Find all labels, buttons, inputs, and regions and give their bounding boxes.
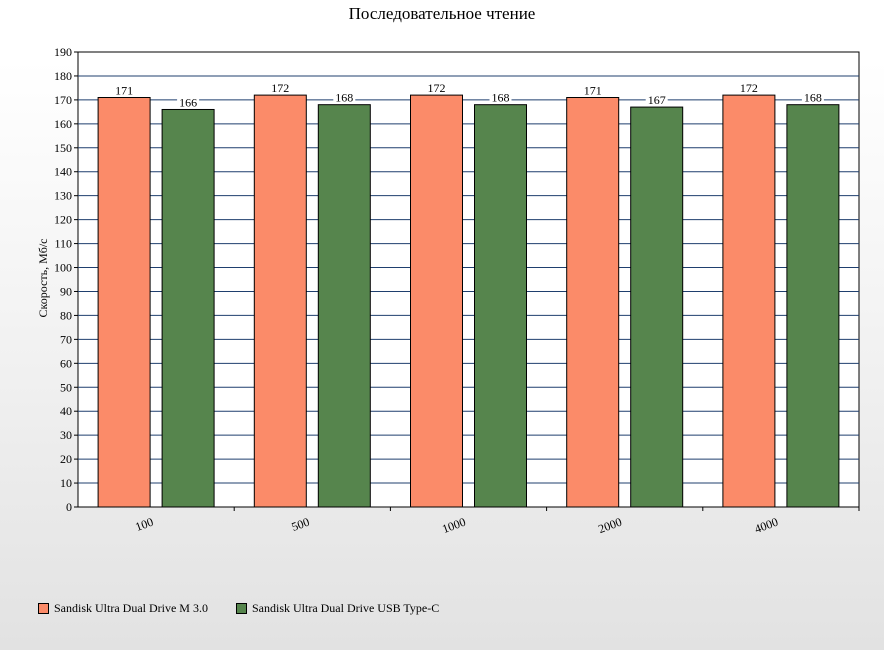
x-tick-label: 500 [290,515,312,534]
data-label: 167 [648,93,666,107]
x-tick-label: 1000 [440,515,467,536]
y-tick-label: 30 [60,428,72,442]
y-tick-label: 180 [54,69,72,83]
data-label: 172 [740,81,758,95]
bar-series-1 [97,97,151,508]
y-tick-label: 40 [60,404,72,418]
y-tick-label: 160 [54,117,72,131]
chart-title: Последовательное чтение [349,4,536,23]
data-label-bg [489,91,512,104]
y-tick-label: 80 [60,308,72,322]
y-tick-label: 70 [60,332,72,346]
bars: 171 166 172 168 172 168 171 167 172 168 [97,81,840,508]
data-label-bg [737,82,760,95]
legend-item-series-2: Sandisk Ultra Dual Drive USB Type-C [235,601,440,616]
legend-label-series-2: Sandisk Ultra Dual Drive USB Type-C [251,601,440,615]
y-tick-label: 130 [54,189,72,203]
bar-series-2 [474,104,527,508]
y-tick-label: 120 [54,213,72,227]
y-tick-label: 110 [54,237,72,251]
data-label-bg [333,91,356,104]
y-tick-label: 60 [60,356,72,370]
x-axis: 100 500 1000 2000 4000 [133,507,860,536]
data-label: 168 [804,91,822,105]
data-label-bg [425,82,448,95]
legend-swatch-series-1 [38,603,49,614]
y-tick-label: 50 [60,380,72,394]
data-label-bg [581,84,604,97]
y-tick-label: 190 [54,45,72,59]
y-axis-label: Скорость, Мб/с [36,238,50,317]
data-label: 166 [179,95,197,109]
y-tick-label: 0 [66,500,72,514]
data-label-bg [177,96,200,109]
x-tick-label: 100 [133,515,155,534]
legend-swatch-series-2 [235,603,247,614]
data-label: 168 [492,91,510,105]
y-tick-label: 10 [60,476,72,490]
bar-series-2 [317,104,371,508]
bar-series-1 [253,94,307,508]
data-label-bg [801,91,824,104]
y-tick-label: 150 [54,141,72,155]
data-label: 168 [335,91,353,105]
y-tick-label: 100 [54,261,72,275]
x-tick-label: 4000 [753,515,780,536]
bar-series-2 [630,106,684,508]
data-label: 172 [428,81,446,95]
data-label: 172 [271,81,289,95]
data-label-bg [113,84,136,97]
y-tick-label: 140 [54,165,72,179]
bar-series-1 [722,94,776,508]
data-label: 171 [584,84,602,98]
data-label: 171 [115,84,133,98]
bar-series-2 [786,104,840,508]
data-label-bg [269,82,292,95]
legend-label-series-1: Sandisk Ultra Dual Drive M 3.0 [54,601,208,615]
y-axis: 0 10 20 30 40 50 60 70 80 90 100 110 120 130 140 150 160… [54,45,78,514]
y-tick-label: 20 [60,452,72,466]
y-tick-label: 90 [60,284,72,298]
data-label-bg [645,94,668,107]
legend-item-series-1: Sandisk Ultra Dual Drive M 3.0 [38,601,208,616]
bar-series-1 [566,97,620,508]
bar-series-1 [410,94,463,508]
legend: Sandisk Ultra Dual Drive M 3.0 Sandisk U… [38,601,467,616]
x-tick-label: 2000 [596,515,623,536]
y-tick-label: 170 [54,93,72,107]
bar-series-2 [161,108,215,508]
